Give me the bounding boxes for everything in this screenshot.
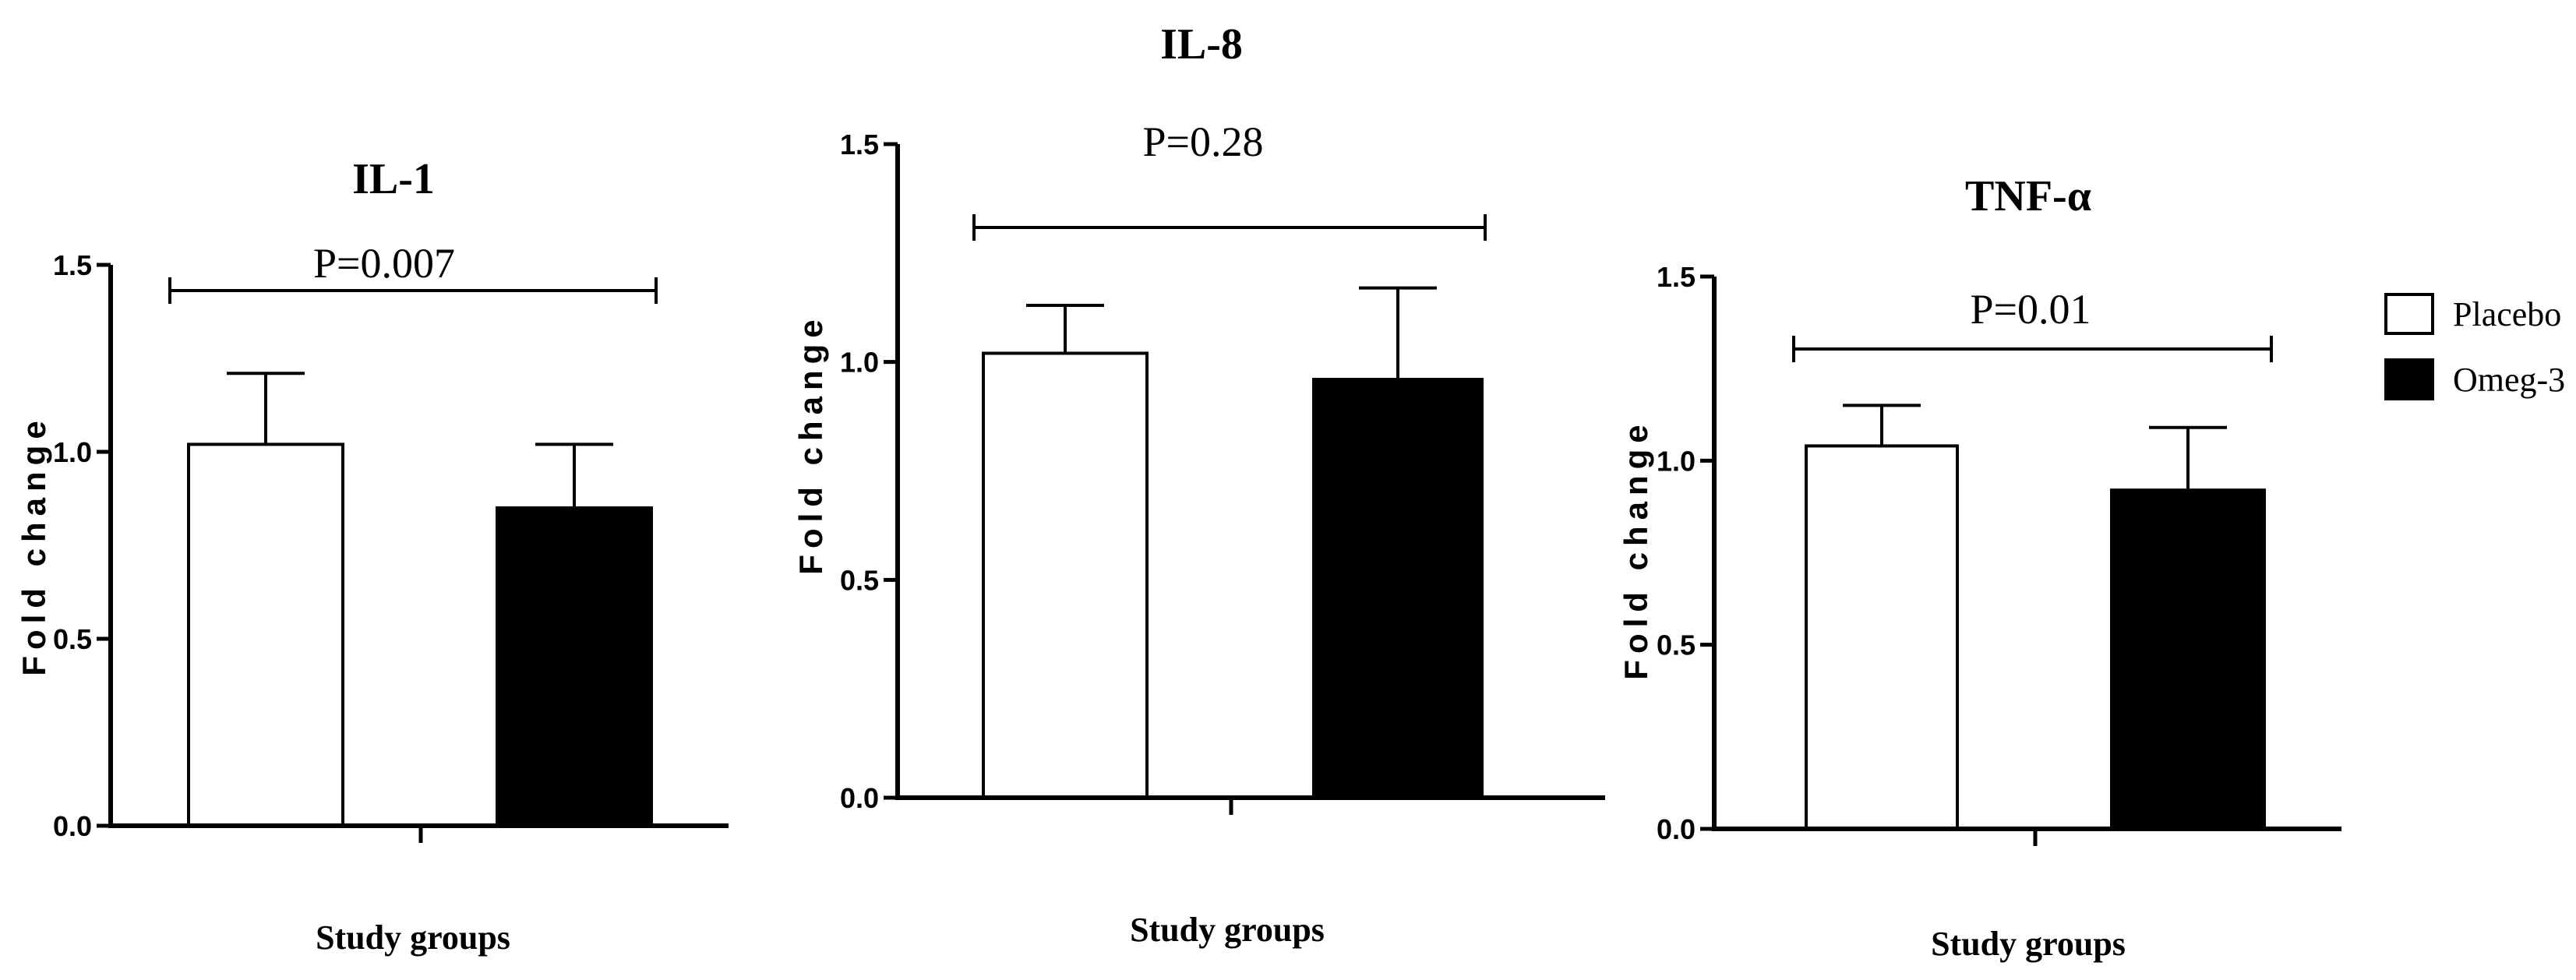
chart-title: TNF-α xyxy=(1965,172,2091,220)
bar-0 xyxy=(187,442,344,828)
bar-0 xyxy=(1805,444,1959,831)
p-value-annotation: P=0.007 xyxy=(313,240,455,287)
chart-panel-il8: IL-8 P=0.28 0.0 0.5 1.0 1.5 Study groups Fold c… xyxy=(792,20,1605,949)
y-tick-label: 0.5 xyxy=(1657,629,1696,661)
x-axis-label: Study groups xyxy=(316,918,510,957)
p-value-annotation: P=0.01 xyxy=(1971,286,2091,333)
y-tick-label: 1.0 xyxy=(53,436,92,468)
y-tick-label: 0.0 xyxy=(53,810,92,842)
chart-title: IL-1 xyxy=(352,155,435,203)
y-tick-label: 0.0 xyxy=(840,782,879,814)
chart-panel-tnf: TNF-α P=0.01 0.0 0.5 1.0 1.5 Study groups Fold … xyxy=(1618,172,2341,963)
x-axis-label: Study groups xyxy=(1931,925,2126,963)
bar-1 xyxy=(496,506,653,827)
y-tick-label: 0.5 xyxy=(53,623,92,655)
legend-label-placebo: Placebo xyxy=(2453,295,2561,333)
legend: Placebo Omeg-3 xyxy=(2384,293,2565,400)
y-tick-label: 1.5 xyxy=(1657,261,1696,293)
y-tick-label: 1.0 xyxy=(840,347,879,379)
x-axis-label: Study groups xyxy=(1130,911,1325,949)
chart-panel-il1: IL-1 P=0.007 0.0 0.5 1.0 1.5 Study groups Fold … xyxy=(16,155,729,957)
bar-1 xyxy=(1312,378,1484,800)
legend-swatch-placebo xyxy=(2384,293,2434,335)
y-axis-label: Fold change xyxy=(1618,418,1654,679)
chart-title: IL-8 xyxy=(1160,20,1243,69)
bar-0 xyxy=(982,351,1149,800)
legend-label-omega3: Omeg-3 xyxy=(2453,361,2565,399)
y-tick-label: 0.5 xyxy=(840,564,879,596)
y-tick-label: 1.5 xyxy=(840,129,879,160)
p-value-annotation: P=0.28 xyxy=(1143,118,1264,165)
legend-swatch-omega3 xyxy=(2384,358,2434,400)
y-axis-label: Fold change xyxy=(792,313,829,574)
y-tick-label: 1.5 xyxy=(53,249,92,281)
y-axis-label: Fold change xyxy=(16,414,52,675)
bar-1 xyxy=(2110,488,2266,830)
y-tick-label: 1.0 xyxy=(1657,445,1696,477)
y-tick-label: 0.0 xyxy=(1657,813,1696,845)
